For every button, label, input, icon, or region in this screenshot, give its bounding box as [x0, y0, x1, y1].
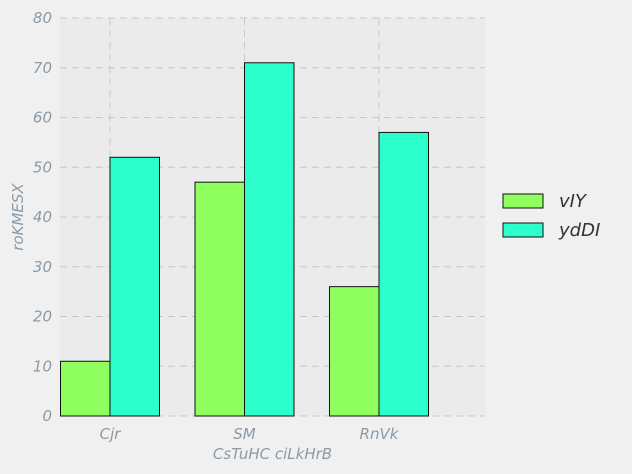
y-tick-label: 0 [42, 407, 52, 425]
bar-ydDI-RnVk [378, 131, 429, 417]
y-tick-label: 30 [33, 258, 52, 276]
bar-vIY-SM [194, 181, 245, 417]
y-tick-label: 40 [33, 208, 52, 226]
y-axis-ticks: 0 10 20 30 40 50 60 70 80 [33, 9, 52, 425]
y-tick-label: 70 [33, 59, 52, 77]
x-tick-label: Cjr [100, 425, 122, 443]
x-axis-ticks: Cjr SM RnVk [100, 425, 400, 443]
x-tick-label: RnVk [360, 425, 400, 443]
y-tick-label: 50 [33, 158, 52, 176]
bar-vIY-Cjr [60, 360, 111, 417]
x-axis-label: CsTuHC ciLkHrB [213, 445, 332, 463]
y-axis-label: roKMESX [9, 183, 27, 251]
y-tick-label: 80 [33, 9, 52, 27]
legend-swatch-ydDI [502, 222, 544, 238]
y-tick-label: 20 [33, 308, 52, 326]
y-tick-label: 10 [33, 357, 52, 375]
bar-vIY-RnVk [329, 286, 380, 417]
y-tick-label: 60 [33, 109, 52, 127]
legend-label-ydDI: ydDI [558, 220, 600, 241]
bar-ydDI-SM [244, 62, 295, 417]
bar-ydDI-Cjr [109, 156, 160, 417]
bars [60, 62, 429, 417]
legend-label-vIY: vIY [559, 191, 588, 212]
x-tick-label: SM [233, 425, 256, 443]
legend: vIY ydDI [502, 191, 600, 241]
legend-swatch-vIY [502, 193, 544, 209]
